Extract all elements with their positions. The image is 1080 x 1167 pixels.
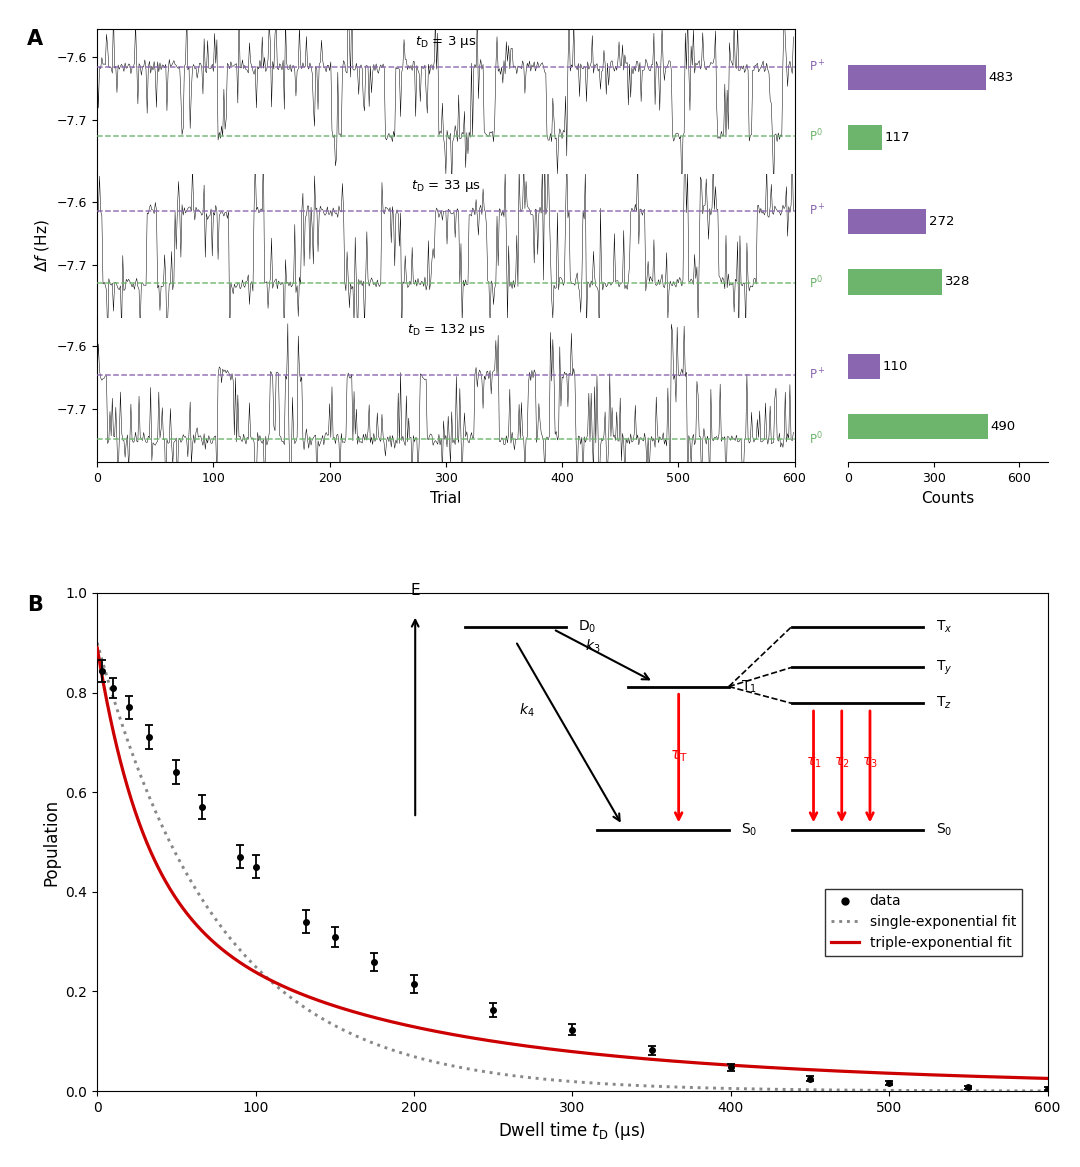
Text: 483: 483 <box>988 71 1014 84</box>
Text: 272: 272 <box>929 215 954 229</box>
Bar <box>849 354 880 379</box>
Text: 117: 117 <box>885 131 910 144</box>
Text: P$^0$: P$^0$ <box>809 275 822 292</box>
Bar <box>849 125 881 151</box>
X-axis label: Trial: Trial <box>430 491 461 505</box>
Text: P$^+$: P$^+$ <box>809 60 825 75</box>
Text: P$^0$: P$^0$ <box>809 431 822 447</box>
X-axis label: Counts: Counts <box>921 491 974 505</box>
Text: P$^+$: P$^+$ <box>809 366 825 383</box>
Text: P$^+$: P$^+$ <box>809 203 825 219</box>
Legend: data, single-exponential fit, triple-exponential fit: data, single-exponential fit, triple-exp… <box>825 889 1022 956</box>
Text: $t_\mathrm{D}$ = 132 μs: $t_\mathrm{D}$ = 132 μs <box>407 322 485 338</box>
Text: 490: 490 <box>990 420 1016 433</box>
Y-axis label: Population: Population <box>42 798 59 886</box>
Text: 328: 328 <box>945 275 970 288</box>
Text: B: B <box>27 595 43 615</box>
Bar <box>849 64 986 90</box>
Y-axis label: $\Delta f$ (Hz): $\Delta f$ (Hz) <box>33 219 52 272</box>
Text: A: A <box>27 29 43 49</box>
Bar <box>849 209 926 235</box>
Text: 110: 110 <box>882 359 908 372</box>
Text: $t_\mathrm{D}$ = 3 μs: $t_\mathrm{D}$ = 3 μs <box>415 34 476 49</box>
Bar <box>849 270 942 294</box>
Bar <box>849 414 988 439</box>
X-axis label: Dwell time $t_\mathrm{D}$ (μs): Dwell time $t_\mathrm{D}$ (μs) <box>498 1120 647 1142</box>
Text: $t_\mathrm{D}$ = 33 μs: $t_\mathrm{D}$ = 33 μs <box>410 179 481 194</box>
Text: P$^0$: P$^0$ <box>809 127 822 145</box>
